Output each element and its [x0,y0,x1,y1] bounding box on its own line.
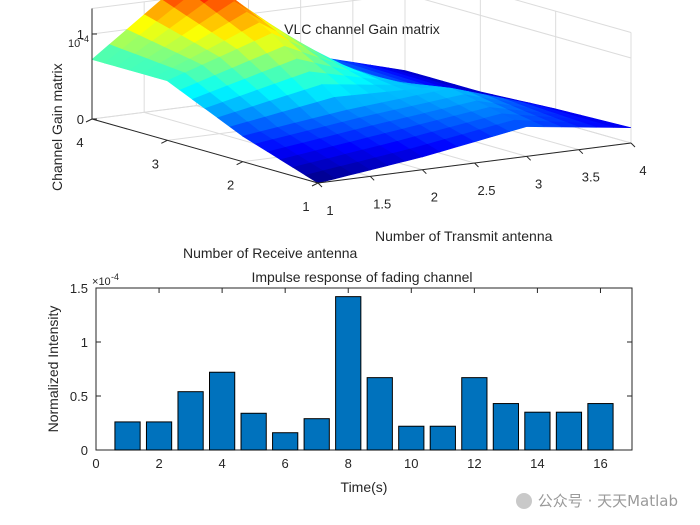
y-tick-label: 2 [227,178,234,193]
x-tick-label: 2.5 [477,183,495,198]
y-tick-mark [161,139,168,144]
x-tick-mark [317,182,323,188]
y-tick-mark [85,118,93,123]
bar-y-exponent: ×10 -4 [92,272,119,288]
y-tick-label: 1.5 [70,281,88,296]
bar-ylabel: Normalized Intensity [45,306,61,433]
x-tick-mark [421,169,427,175]
x-tick-label: 1.5 [373,196,391,211]
watermark-text: 公众号 · 天天Matlab [537,492,678,510]
bar-title: Impulse response of fading channel [251,269,472,285]
surface-plot: VLC channel Gain matrix 1 1.5 2 2.5 3 3.5 4 1 2 3… [49,0,647,261]
bar-plot: Impulse response of fading channel 0 2 4 6 8… [45,269,633,495]
bar [114,421,141,451]
x-tick-label: 3 [535,176,542,191]
surface-z-exponent: 10 -4 [68,34,89,50]
x-tick-label: 16 [593,456,607,471]
surface-zlabel: Channel Gain matrix [49,63,65,191]
x-tick-mark [630,142,636,148]
bar-y-exponent-power: -4 [111,272,119,282]
bar [240,412,267,451]
bar [209,371,236,451]
z-tick-label: 1 [77,27,84,42]
grid-line [91,0,632,33]
x-tick-label: 0 [92,456,99,471]
bar [272,432,299,451]
surface-patch [304,170,337,184]
bar [461,377,488,451]
surface-xlabel: Number of Transmit antenna [375,228,553,244]
x-tick-label: 4 [639,163,646,178]
bar [587,403,614,451]
x-tick-label: 2 [431,190,438,205]
x-tick-label: 6 [282,456,289,471]
y-tick-label: 4 [76,135,83,150]
x-tick-mark [578,149,584,155]
bar [303,418,330,451]
bar [492,403,519,451]
x-tick-label: 4 [219,456,226,471]
bar [555,411,583,451]
y-tick-label: 0.5 [70,389,88,404]
surface-z-exponent-power: -4 [81,34,89,44]
x-tick-mark [369,175,375,181]
watermark: 公众号 · 天天Matlab [515,490,678,511]
bar-series [114,296,614,451]
y-tick-label: 1 [302,199,309,214]
y-tick-label: 3 [152,156,159,171]
bar-tick-labels: 0 2 4 6 8 10 12 14 16 0 0.5 1 1.5 [70,281,608,471]
x-tick-label: 8 [345,456,352,471]
surface-tick-labels: 1 1.5 2 2.5 3 3.5 4 1 2 3 4 0 1 [76,27,646,218]
y-axis-line [91,118,319,184]
y-tick-mark [311,182,319,187]
x-tick-mark [526,155,532,161]
bar-y-exponent-base: ×10 [92,276,111,288]
x-tick-label: 12 [467,456,481,471]
y-tick-mark [236,161,243,166]
x-tick-label: 1 [326,203,333,218]
surface-title: VLC channel Gain matrix [284,21,440,37]
surface-patch [198,0,210,4]
bar [524,411,551,451]
y-tick-label: 1 [81,335,88,350]
surface-axes [85,8,636,188]
surface-faces [91,0,632,184]
wechat-icon [515,492,532,509]
y-tick-label: 0 [81,443,88,458]
bar-xlabel: Time(s) [341,479,388,495]
bar [366,377,393,451]
bar [177,391,204,451]
z-tick-label: 0 [77,112,84,127]
x-tick-label: 10 [404,456,418,471]
surface-ylabel: Number of Receive antenna [183,245,358,261]
x-tick-label: 3.5 [582,170,600,185]
bar-axes-box [95,287,633,451]
surface-z-exponent-base: 10 [68,38,80,50]
bar [145,421,173,451]
x-tick-label: 2 [155,456,162,471]
x-tick-label: 14 [530,456,544,471]
bar [398,425,425,451]
bar [429,425,456,451]
x-tick-mark [474,162,479,168]
bar [335,296,362,451]
